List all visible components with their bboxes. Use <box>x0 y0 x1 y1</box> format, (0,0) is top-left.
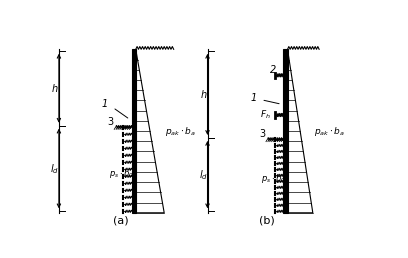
Text: 3: 3 <box>108 117 114 127</box>
Text: $p_{ak}\cdot b_a$: $p_{ak}\cdot b_a$ <box>166 125 197 138</box>
Text: $h$: $h$ <box>200 88 207 100</box>
Polygon shape <box>132 49 136 213</box>
Text: 1: 1 <box>250 93 257 103</box>
Text: $l_d$: $l_d$ <box>199 168 208 182</box>
Text: 2: 2 <box>270 65 277 75</box>
Text: $h$: $h$ <box>51 82 59 93</box>
Text: $l_d$: $l_d$ <box>50 162 59 176</box>
Text: $F_h$: $F_h$ <box>260 109 271 121</box>
Text: 3: 3 <box>259 129 266 139</box>
Text: $p_s\cdot b_0$: $p_s\cdot b_0$ <box>261 172 286 185</box>
Polygon shape <box>284 49 288 213</box>
Text: (a): (a) <box>113 215 129 225</box>
Text: $p_s\cdot b_0$: $p_s\cdot b_0$ <box>109 167 135 180</box>
Text: 1: 1 <box>102 99 108 109</box>
Text: $p_{ak}\cdot b_a$: $p_{ak}\cdot b_a$ <box>314 125 345 138</box>
Text: (b): (b) <box>259 215 274 225</box>
